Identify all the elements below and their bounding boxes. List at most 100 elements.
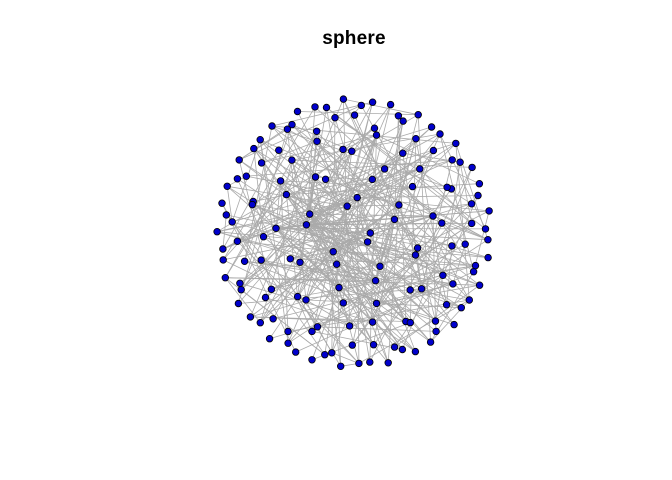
graph-node xyxy=(474,191,482,200)
graph-node xyxy=(390,215,399,224)
graph-node xyxy=(234,299,243,308)
graph-node xyxy=(233,237,242,245)
graph-edge xyxy=(347,204,399,207)
graph-node xyxy=(240,257,249,265)
graph-edge xyxy=(259,139,348,207)
graph-node xyxy=(265,335,274,343)
graph-edge xyxy=(244,125,273,262)
graph-edge xyxy=(343,98,447,305)
graph-node xyxy=(268,122,276,130)
graph-node xyxy=(384,359,392,367)
graph-edge xyxy=(439,133,474,272)
graph-node xyxy=(257,159,266,167)
graph-node xyxy=(311,103,319,111)
graph-edge xyxy=(372,321,416,352)
graph-edge xyxy=(387,204,400,363)
graph-node xyxy=(412,134,420,143)
graph-node xyxy=(286,255,294,263)
nodes-layer xyxy=(213,95,493,370)
graph-edge xyxy=(459,162,473,224)
graph-edge xyxy=(356,197,455,325)
graph-edge xyxy=(287,134,377,344)
graph-edge xyxy=(311,243,466,332)
graph-edge xyxy=(351,126,432,152)
graph-node xyxy=(406,286,414,294)
graph-node xyxy=(438,219,446,227)
edges-layer xyxy=(216,98,490,367)
graph-node xyxy=(413,244,422,252)
graph-node xyxy=(339,145,347,154)
graph-edge xyxy=(222,106,316,261)
graph-edge xyxy=(231,139,261,223)
graph-node xyxy=(261,293,270,302)
graph-node xyxy=(257,256,265,264)
graph-edge xyxy=(419,168,472,224)
graph-node xyxy=(481,225,490,233)
graph-edge xyxy=(271,125,368,243)
graph-edge xyxy=(246,159,453,177)
graph-node xyxy=(288,120,296,129)
graph-edge xyxy=(338,215,434,288)
graph-edge xyxy=(246,175,358,198)
graph-node xyxy=(436,130,444,138)
graph-edge xyxy=(326,107,371,363)
graph-node xyxy=(322,103,331,112)
graph-edge xyxy=(357,195,479,198)
graph-node xyxy=(293,292,302,301)
graph-node xyxy=(321,351,329,359)
graph-node xyxy=(408,182,417,191)
graph-node xyxy=(213,227,221,236)
graph-edge xyxy=(473,210,490,272)
graph-edge xyxy=(238,129,288,304)
graph-edge xyxy=(316,141,395,220)
graph-edge xyxy=(295,271,474,353)
graph-edge xyxy=(375,280,437,332)
graph-node xyxy=(256,135,264,144)
graph-node xyxy=(380,165,389,173)
graph-node xyxy=(333,260,341,268)
graph-node xyxy=(471,261,480,270)
graph-edge xyxy=(238,159,272,290)
graph-node xyxy=(414,110,422,119)
graph-node xyxy=(313,137,321,145)
graph-edge xyxy=(291,124,358,198)
graph-edge xyxy=(372,274,444,323)
graph-edge xyxy=(271,263,337,290)
graph-node xyxy=(484,253,492,262)
graph-node xyxy=(372,299,381,308)
graph-edge xyxy=(239,105,362,161)
graph-edge xyxy=(372,179,489,241)
graph-edge xyxy=(305,299,462,309)
graph-edge xyxy=(439,133,486,230)
graph-node xyxy=(465,296,473,304)
graph-node xyxy=(302,296,310,304)
graph-node xyxy=(406,318,414,327)
graph-node xyxy=(296,258,304,266)
graph-edge xyxy=(259,139,289,344)
graph-node xyxy=(237,286,245,294)
graph-node xyxy=(485,207,493,215)
graph-node xyxy=(370,124,379,132)
graph-node xyxy=(219,245,227,253)
graph-edge xyxy=(343,98,395,220)
graph-node xyxy=(468,163,476,172)
graph-edge xyxy=(343,98,419,116)
graph-edge xyxy=(291,159,326,180)
graph-edge xyxy=(331,352,360,364)
graph-node xyxy=(221,274,229,282)
graph-node xyxy=(339,95,348,103)
graph-edge xyxy=(311,331,403,350)
graph-edge xyxy=(224,277,261,323)
graph-node xyxy=(469,268,478,276)
graph-edge xyxy=(334,117,371,234)
graph-node xyxy=(345,322,354,330)
graph-node xyxy=(368,98,377,106)
graph-edge xyxy=(250,98,344,318)
graph-node xyxy=(343,202,351,210)
graph-node xyxy=(350,111,359,119)
graph-node xyxy=(390,343,399,351)
graph-node xyxy=(267,285,276,293)
graph-node xyxy=(283,125,292,133)
graph-node xyxy=(308,327,316,336)
graph-edge xyxy=(446,245,453,305)
